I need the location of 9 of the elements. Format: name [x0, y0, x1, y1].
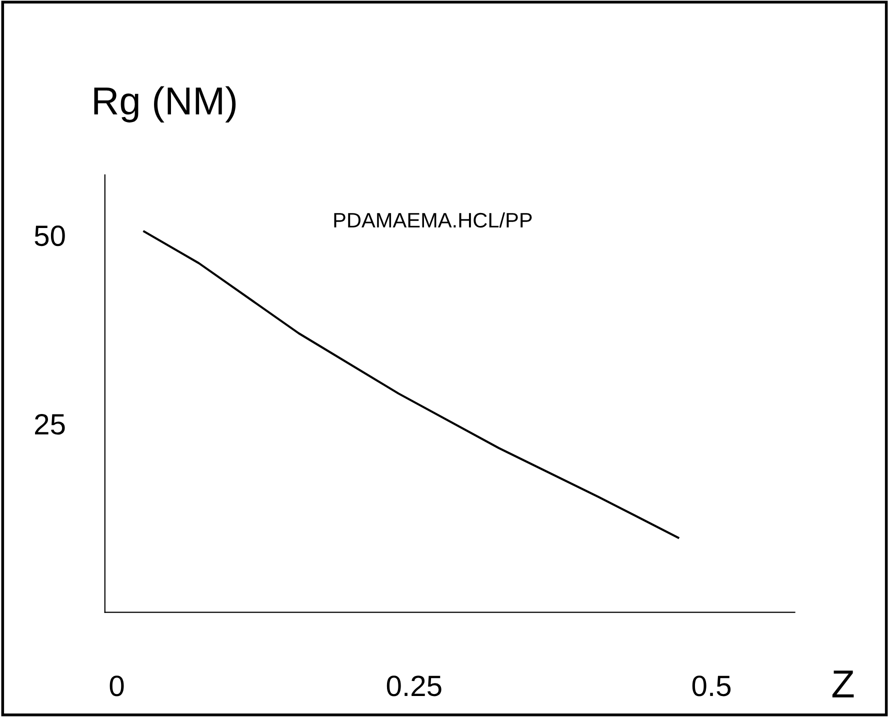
x-tick-label: 0.5 [692, 676, 731, 696]
x-tick-label: 0 [110, 676, 124, 696]
x-axis-title: Z [832, 670, 854, 698]
y-tick-label: 25 [35, 414, 65, 435]
line-series [143, 230, 680, 539]
y-axis-title: Rg (NM) [94, 86, 236, 122]
y-tick-label: 50 [34, 225, 65, 246]
x-tick-label: 0.25 [386, 676, 442, 696]
annotation: PDAMAEMA.HCL/PP [334, 212, 532, 228]
